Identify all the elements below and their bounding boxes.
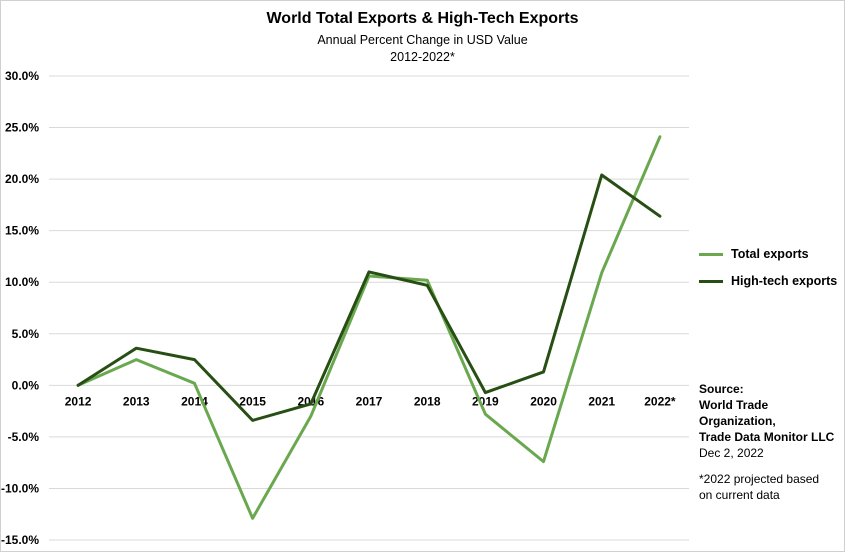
legend-item-high-tech-exports: High-tech exports [699, 274, 837, 288]
x-tick-label: 2022* [644, 394, 676, 408]
footnote-line-2: on current data [699, 488, 780, 502]
x-tick-label: 2020 [530, 394, 557, 408]
series-line-high-tech-exports [76, 173, 662, 422]
y-tick-label: 0.0% [12, 378, 40, 392]
chart-subtitle-years: 2012-2022* [390, 50, 455, 64]
source-date: Dec 2, 2022 [699, 446, 764, 460]
chart-title: World Total Exports & High-Tech Exports [266, 10, 579, 27]
source-line-1: World Trade Organization, [699, 398, 776, 428]
legend-swatch-high-tech-exports [699, 280, 723, 284]
source-line-2: Trade Data Monitor LLC [699, 430, 835, 444]
y-tick-label: 30.0% [5, 69, 39, 83]
x-tick-label: 2015 [239, 394, 266, 408]
legend-item-total-exports: Total exports [699, 247, 809, 261]
x-tick-label: 2012 [65, 394, 92, 408]
x-tick-label: 2017 [356, 394, 383, 408]
y-tick-label: 15.0% [5, 224, 39, 238]
y-tick-label: -10.0% [1, 481, 39, 495]
y-tick-label: 20.0% [5, 172, 39, 186]
x-tick-label: 2013 [123, 394, 150, 408]
series-line-total-exports [76, 135, 662, 520]
source-note: Source: World Trade Organization, Trade … [699, 381, 844, 461]
y-tick-label: -5.0% [8, 430, 40, 444]
source-label: Source: [699, 382, 744, 396]
x-tick-label: 2018 [414, 394, 441, 408]
legend-label-high-tech-exports: High-tech exports [731, 274, 838, 288]
y-tick-label: 5.0% [12, 327, 40, 341]
x-tick-label: 2021 [588, 394, 615, 408]
y-tick-label: 10.0% [5, 275, 39, 289]
legend-label-total-exports: Total exports [731, 247, 809, 261]
y-tick-label: 25.0% [5, 121, 39, 135]
footnote: *2022 projected based on current data [699, 471, 819, 503]
footnote-line-1: *2022 projected based [699, 472, 820, 486]
y-tick-label: -15.0% [1, 533, 39, 547]
legend-swatch-total-exports [699, 253, 723, 257]
chart-subtitle: Annual Percent Change in USD Value [317, 33, 528, 47]
